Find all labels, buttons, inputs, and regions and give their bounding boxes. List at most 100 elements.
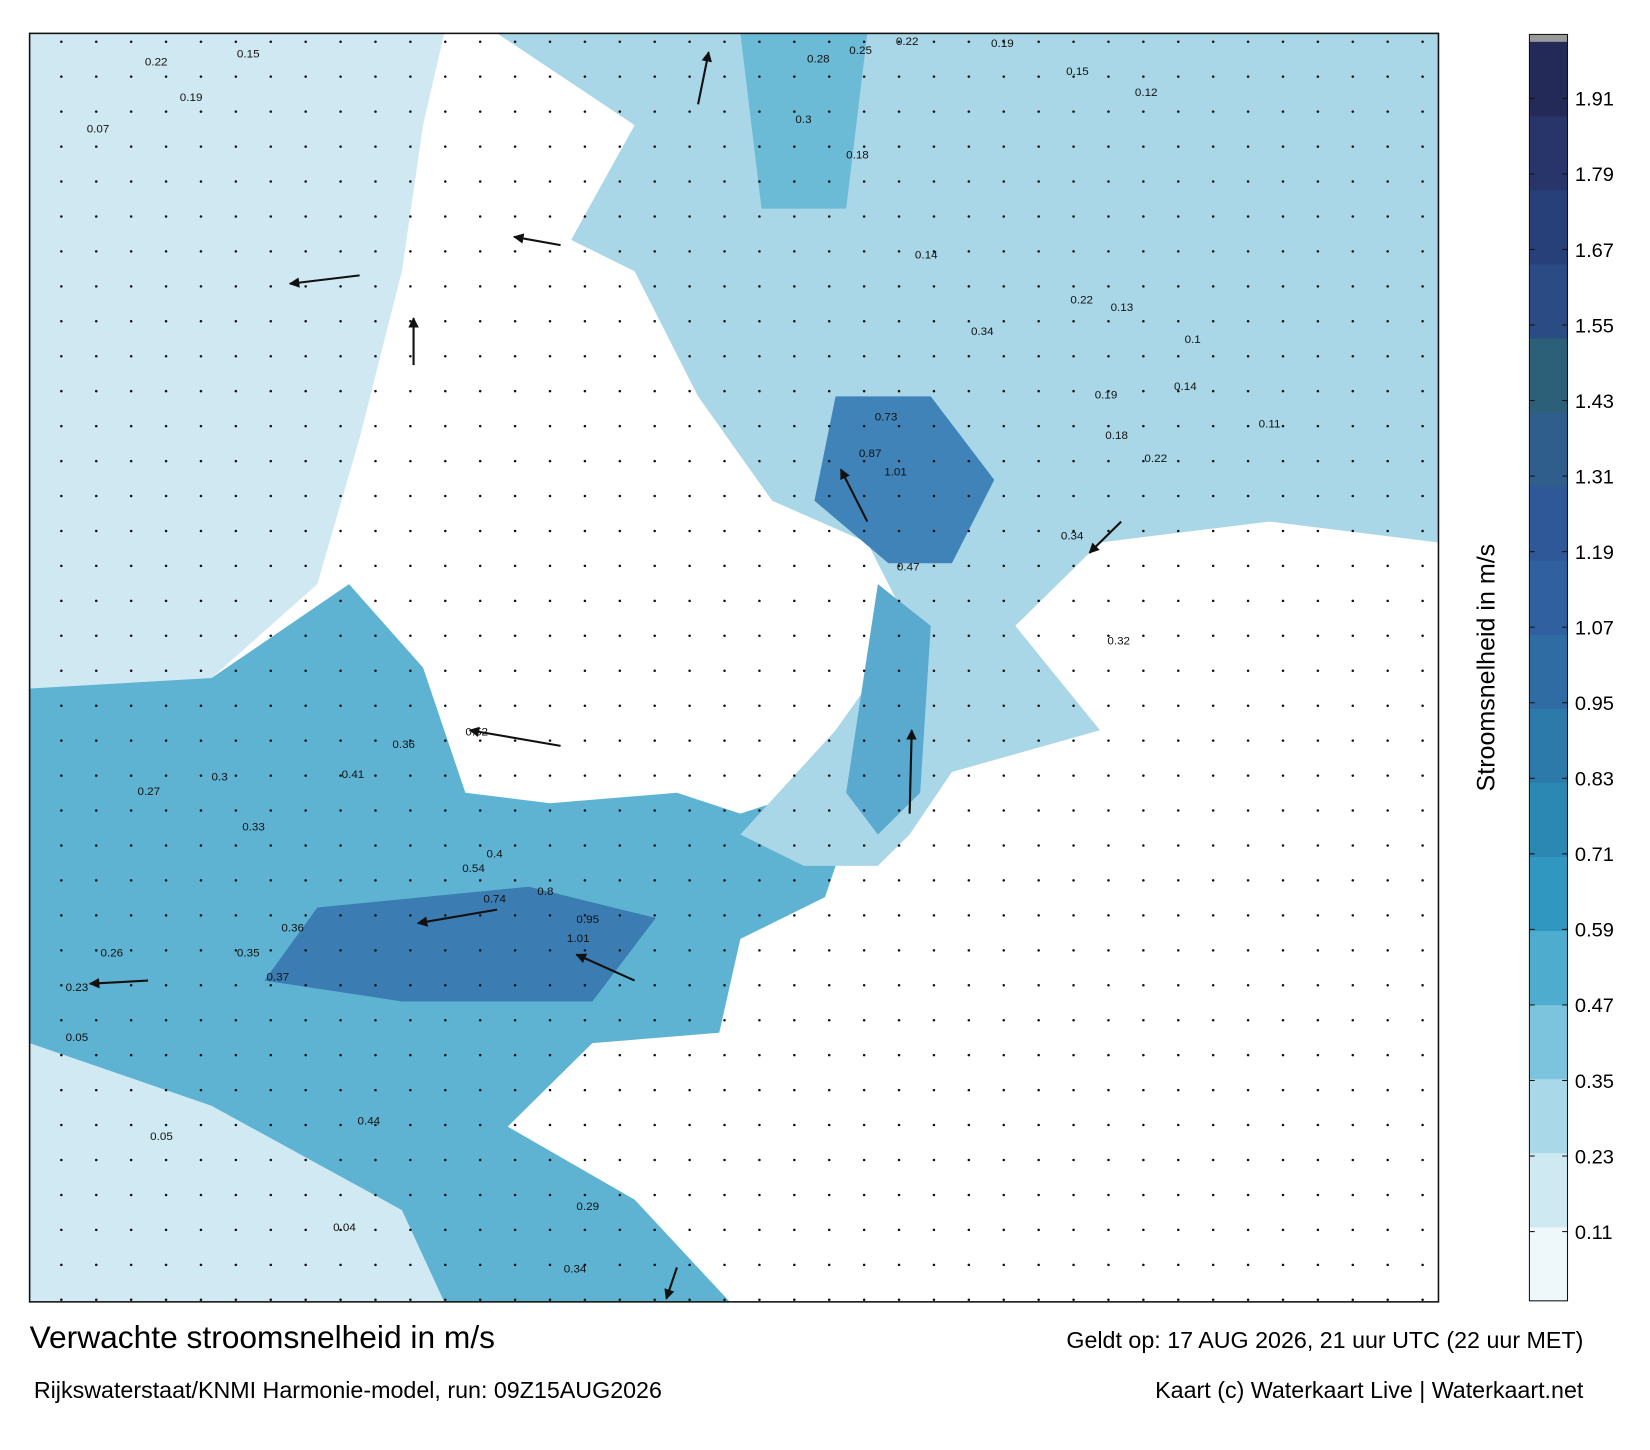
grid-dot: [478, 320, 482, 323]
grid-dot: [513, 389, 517, 393]
grid-dot: [444, 354, 447, 358]
grid-dot: [932, 1018, 936, 1022]
current-label: 0.32: [1107, 636, 1130, 648]
grid-dot: [758, 599, 761, 603]
grid-dot: [1107, 285, 1110, 288]
grid-dot: [1002, 1123, 1006, 1127]
grid-dot: [548, 1123, 552, 1127]
current-label: 0.3: [795, 114, 811, 126]
grid-dot: [374, 1263, 377, 1267]
grid-dot: [409, 774, 412, 777]
grid-dot: [60, 1193, 63, 1197]
grid-dot: [478, 1298, 482, 1302]
grid-dot: [583, 424, 587, 428]
grid-dot: [1316, 529, 1320, 533]
grid-dot: [618, 1263, 622, 1267]
map: 0.220.150.190.070.30.280.250.22 0.190.150…: [29, 33, 1439, 1302]
grid-dot: [478, 844, 482, 847]
grid-dot: [548, 1158, 552, 1162]
grid-dot: [1246, 914, 1250, 917]
grid-dot: [60, 145, 63, 148]
grid-dot: [723, 1228, 726, 1232]
grid-dot: [967, 75, 971, 78]
grid-dot: [583, 774, 587, 777]
grid-dot: [1316, 1053, 1320, 1057]
grid-dot: [304, 1123, 307, 1127]
grid-dot: [339, 110, 342, 113]
grid-dot: [1072, 1018, 1075, 1022]
grid-dot: [409, 75, 412, 78]
grid-dot: [688, 1053, 691, 1057]
current-label: 0.26: [100, 948, 123, 960]
grid-dot: [967, 180, 971, 183]
grid-dot: [304, 809, 307, 812]
grid-dot: [1281, 1053, 1285, 1057]
grid-dot: [653, 984, 656, 987]
grid-dot: [862, 1123, 866, 1127]
grid-dot: [513, 75, 517, 78]
grid-dot: [862, 669, 866, 673]
grid-dot: [897, 389, 901, 393]
colorbar-cap: [1529, 34, 1568, 42]
grid-dot: [129, 1298, 133, 1302]
grid-dot: [932, 1263, 936, 1267]
grid-dot: [234, 1298, 238, 1302]
grid-dot: [304, 145, 307, 148]
grid-dot: [897, 1053, 901, 1057]
grid-dot: [304, 984, 307, 987]
grid-dot: [548, 250, 552, 253]
grid-dot: [723, 389, 726, 393]
grid-dot: [1211, 1193, 1215, 1197]
grid-dot: [304, 634, 307, 638]
grid-dot: [653, 354, 656, 358]
grid-dot: [1211, 529, 1215, 533]
grid-dot: [758, 320, 761, 323]
grid-dot: [1281, 40, 1285, 43]
grid-dot: [688, 1088, 691, 1092]
grid-dot: [688, 110, 691, 113]
grid-dot: [653, 180, 656, 183]
grid-dot: [653, 1053, 656, 1057]
grid-dot: [548, 634, 552, 638]
grid-dot: [618, 285, 622, 288]
grid-dot: [1142, 1193, 1145, 1197]
grid-dot: [234, 354, 238, 358]
grid-dot: [129, 1018, 133, 1022]
tick-label: 1.07: [1575, 618, 1614, 640]
grid-dot: [513, 110, 517, 113]
grid-dot: [1142, 704, 1145, 707]
grid-dot: [269, 1263, 273, 1267]
grid-dot: [897, 914, 901, 917]
grid-dot: [793, 215, 796, 218]
grid-dot: [1142, 320, 1145, 323]
grid-dot: [1211, 844, 1215, 847]
grid-dot: [409, 844, 412, 847]
grid-dot: [758, 704, 761, 707]
grid-dot: [1281, 599, 1285, 603]
grid-dot: [723, 949, 726, 952]
grid-dot: [1072, 1228, 1075, 1232]
tick-label: 0.35: [1575, 1071, 1614, 1093]
grid-dot: [1002, 1298, 1006, 1302]
grid-dot: [653, 145, 656, 148]
grid-dot: [1351, 1298, 1355, 1302]
grid-dot: [478, 1228, 482, 1232]
grid-dot: [1107, 75, 1110, 78]
grid-dot: [1316, 1123, 1320, 1127]
colorbar: 0.110.230.350.470.590.710.830.951.071.19…: [1528, 33, 1614, 1302]
grid-dot: [618, 354, 622, 358]
grid-dot: [374, 1088, 377, 1092]
grid-dot: [269, 879, 273, 882]
grid-dot: [1142, 494, 1145, 498]
grid-dot: [1246, 1193, 1250, 1197]
grid-dot: [1386, 669, 1389, 673]
grid-dot: [444, 75, 447, 78]
colorbar-band: [1529, 486, 1568, 561]
grid-dot: [862, 809, 866, 812]
grid-dot: [374, 669, 377, 673]
grid-dot: [1211, 809, 1215, 812]
arrow: [664, 1267, 678, 1300]
grid-dot: [269, 145, 273, 148]
grid-dot: [304, 599, 307, 603]
grid-dot: [1211, 250, 1215, 253]
